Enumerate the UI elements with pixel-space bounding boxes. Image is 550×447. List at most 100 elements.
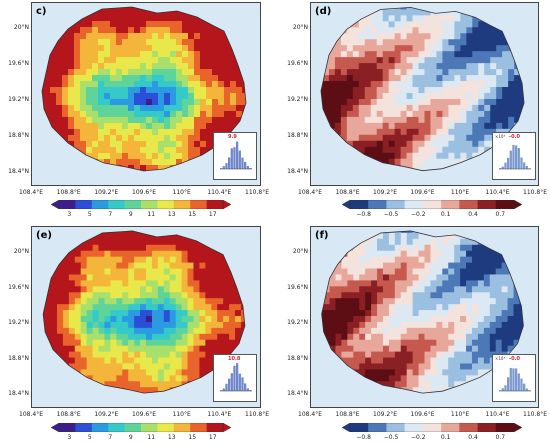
contour-cell bbox=[454, 304, 461, 311]
contour-cell bbox=[341, 268, 348, 275]
contour-cell bbox=[80, 39, 87, 46]
colorbar-swatch bbox=[173, 423, 191, 432]
contour-cell bbox=[388, 286, 396, 293]
contour-cell bbox=[370, 93, 378, 100]
contour-cell bbox=[128, 75, 135, 82]
coastline bbox=[41, 6, 247, 172]
contour-cell bbox=[74, 171, 81, 178]
contour-cell bbox=[98, 310, 105, 317]
contour-cell bbox=[424, 122, 431, 130]
contour-cell bbox=[110, 327, 117, 335]
contour-cell bbox=[365, 351, 372, 359]
contour-cell bbox=[134, 351, 141, 359]
contour-cell bbox=[412, 393, 420, 394]
contour-cell bbox=[169, 351, 177, 359]
contour-cell bbox=[205, 268, 212, 275]
contour-cell bbox=[412, 298, 420, 305]
contour-cell bbox=[74, 21, 81, 28]
contour-cell bbox=[80, 141, 87, 148]
contour-cell bbox=[235, 244, 242, 252]
contour-cell bbox=[157, 244, 165, 252]
contour-cell bbox=[110, 129, 117, 136]
contour-cell bbox=[212, 63, 219, 70]
contour-cell bbox=[430, 87, 437, 94]
contour-cell bbox=[358, 140, 366, 148]
contour-cell bbox=[502, 51, 509, 58]
contour-cell bbox=[311, 159, 317, 165]
contour-cell bbox=[199, 363, 206, 370]
contour-cell bbox=[175, 280, 183, 287]
contour-cell bbox=[146, 280, 153, 287]
contour-cell bbox=[490, 93, 497, 100]
contour-cell bbox=[320, 152, 324, 160]
contour-cell bbox=[525, 245, 531, 251]
contour-cell bbox=[478, 75, 485, 82]
contour-cell bbox=[471, 262, 479, 270]
contour-cell bbox=[334, 63, 342, 70]
contour-cell bbox=[56, 244, 64, 252]
contour-cell bbox=[193, 230, 200, 234]
contour-cell bbox=[188, 177, 195, 184]
contour-cell bbox=[478, 98, 485, 106]
contour-cell bbox=[224, 45, 231, 52]
contour-cell bbox=[223, 230, 230, 234]
contour-cell bbox=[371, 357, 378, 364]
contour-cell bbox=[334, 110, 342, 118]
contour-cell bbox=[194, 93, 201, 100]
contour-cell bbox=[377, 405, 383, 407]
contour-cell bbox=[424, 280, 431, 287]
contour-cell bbox=[448, 21, 455, 28]
contour-cell bbox=[353, 345, 360, 353]
contour-cell bbox=[116, 87, 123, 94]
contour-cell bbox=[32, 129, 39, 136]
contour-cell bbox=[33, 304, 39, 310]
contour-cell bbox=[406, 9, 414, 16]
contour-cell bbox=[170, 171, 177, 178]
contour-cell bbox=[388, 292, 396, 299]
contour-cell bbox=[388, 9, 396, 16]
contour-cell bbox=[478, 164, 485, 171]
contour-cell bbox=[495, 345, 503, 353]
contour-cell bbox=[377, 316, 384, 323]
contour-cell bbox=[341, 310, 348, 317]
colorbar-swatch bbox=[459, 200, 478, 209]
contour-cell bbox=[471, 274, 479, 281]
contour-cell bbox=[242, 87, 246, 94]
contour-cell bbox=[146, 45, 153, 52]
contour-cell bbox=[525, 328, 531, 334]
contour-cell bbox=[110, 117, 117, 124]
contour-cell bbox=[377, 393, 384, 394]
contour-cell bbox=[80, 171, 87, 178]
contour-cell bbox=[110, 399, 116, 405]
contour-cell bbox=[412, 268, 420, 275]
contour-cell bbox=[448, 128, 455, 136]
contour-cell bbox=[394, 327, 402, 335]
contour-cell bbox=[181, 230, 189, 234]
colorbar-arrow-left bbox=[342, 200, 351, 209]
contour-cell bbox=[340, 164, 348, 171]
contour-cell bbox=[507, 321, 515, 329]
contour-cell bbox=[407, 183, 413, 185]
contour-cell bbox=[358, 69, 366, 76]
contour-cell bbox=[163, 298, 171, 305]
contour-cell bbox=[400, 140, 408, 148]
contour-cell bbox=[152, 7, 159, 10]
contour-cell bbox=[187, 310, 194, 317]
contour-cell bbox=[412, 134, 420, 142]
colorbar-swatch bbox=[108, 423, 125, 432]
contour-cell bbox=[448, 98, 455, 106]
contour-cell bbox=[110, 15, 117, 22]
contour-cell bbox=[483, 339, 491, 347]
contour-cell bbox=[454, 21, 461, 28]
contour-cell bbox=[472, 164, 479, 171]
contour-cell bbox=[489, 321, 497, 329]
contour-cell bbox=[412, 75, 420, 82]
contour-cell bbox=[477, 351, 485, 359]
contour-cell bbox=[175, 357, 183, 364]
contour-cell bbox=[206, 123, 213, 130]
contour-cell bbox=[86, 147, 93, 154]
contour-cell bbox=[436, 327, 443, 335]
contour-cell bbox=[62, 9, 69, 16]
contour-cell bbox=[418, 45, 425, 52]
contour-cell bbox=[436, 304, 443, 311]
